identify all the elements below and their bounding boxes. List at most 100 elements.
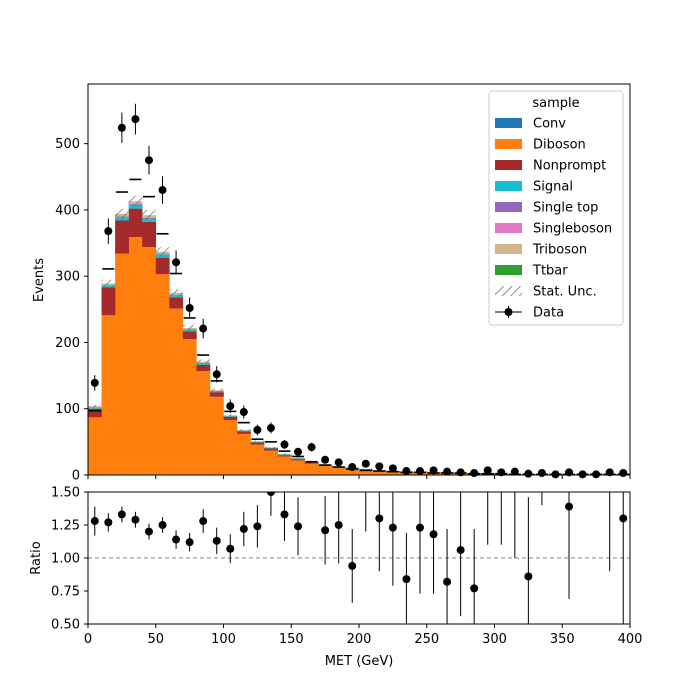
stat-unc-band: [101, 279, 116, 288]
ratio-point: [415, 523, 424, 532]
y-tick-label: 500: [55, 137, 80, 152]
bar-diboson: [291, 460, 306, 475]
bar-nonprompt: [182, 331, 197, 340]
bar-diboson: [331, 467, 346, 475]
bar-diboson: [196, 370, 211, 475]
legend-label: Diboson: [533, 138, 586, 153]
ratio-point: [144, 527, 153, 536]
bar-nonprompt: [264, 448, 278, 451]
bar-diboson: [359, 470, 373, 475]
ratio-point: [579, 646, 587, 654]
bar-signal: [237, 430, 251, 432]
ratio-point: [294, 522, 303, 531]
bar-diboson: [237, 433, 251, 475]
ratio-point: [280, 510, 289, 519]
data-point: [172, 258, 181, 267]
ratio-point: [402, 575, 411, 584]
ratio-point: [308, 422, 316, 430]
bar-signal: [264, 447, 278, 449]
x-tick-label: 400: [618, 632, 643, 647]
bar-nonprompt: [88, 408, 102, 418]
legend-label: Nonprompt: [533, 159, 606, 174]
legend-label: Conv: [533, 117, 566, 132]
bar-diboson: [209, 396, 224, 475]
y-tick-label: 100: [55, 402, 80, 417]
data-point: [361, 459, 370, 468]
legend-swatch-single-top: [495, 202, 522, 212]
bar-diboson: [142, 247, 157, 475]
data-point: [321, 455, 330, 464]
ratio-point: [375, 514, 384, 523]
x-tick-label: 100: [211, 632, 236, 647]
ratio-point: [212, 536, 221, 545]
legend-label: Data: [533, 306, 564, 321]
ratio-point: [117, 510, 126, 519]
stat-unc-band: [264, 446, 278, 448]
bar-nonprompt: [196, 364, 211, 371]
ratio-point: [443, 577, 452, 586]
ratio-panel: 0.50 0.75 1.00 1.25 1.50 0 50 100 150 200 250 300 35…: [29, 422, 643, 670]
data-point: [199, 324, 208, 333]
bar-nonprompt: [155, 257, 170, 275]
bar-nonprompt: [223, 416, 238, 420]
bar-diboson: [250, 444, 265, 475]
legend-label: Single top: [533, 201, 598, 216]
stat-unc-band: [291, 457, 305, 459]
data-point: [592, 470, 601, 479]
bar-diboson: [182, 339, 197, 475]
bar-diboson: [345, 469, 360, 475]
data-point: [456, 468, 465, 477]
legend-swatch-conv: [495, 118, 522, 128]
x-axis-label: MET (GeV): [325, 654, 394, 669]
legend-title: sample: [532, 96, 579, 111]
ratio-point: [253, 522, 262, 531]
x-tick-label: 0: [84, 632, 92, 647]
ratio-point: [565, 502, 574, 511]
ratio-point: [592, 646, 600, 654]
legend-label: Ttbar: [532, 264, 568, 279]
stat-unc-band: [155, 247, 170, 257]
bar-diboson: [386, 471, 400, 475]
ratio-plot-frame: [87, 491, 631, 625]
data-point: [294, 447, 303, 456]
data-point: [144, 156, 153, 165]
ratio-point: [172, 535, 181, 544]
ratio-point: [388, 523, 397, 532]
x-tick-label: 350: [550, 632, 575, 647]
x-tick-label: 200: [347, 632, 372, 647]
data-point: [348, 463, 357, 472]
ratio-point: [551, 646, 559, 654]
legend-swatch-diboson: [495, 139, 522, 149]
bar-signal: [88, 407, 102, 409]
data-point: [280, 440, 289, 449]
bar-diboson: [264, 450, 278, 475]
ratio-point: [456, 546, 465, 555]
ratio-point: [524, 572, 533, 581]
ratio-point: [199, 517, 208, 526]
ratio-y-axis-label: Ratio: [29, 541, 44, 574]
legend-label: Singleboson: [533, 222, 612, 237]
ratio-point: [362, 475, 370, 483]
data-point: [470, 469, 479, 478]
data-point: [537, 469, 546, 478]
stat-unc-band: [88, 404, 102, 408]
ratio-y-tick-label: 1.50: [51, 486, 80, 501]
ratio-point: [619, 514, 628, 523]
main-panel: 0 100 200 300 400 500 Events: [32, 83, 631, 484]
data-point: [131, 115, 140, 124]
stat-unc-band: [277, 453, 292, 455]
ratio-point: [470, 584, 479, 593]
ratio-y-tick-label: 1.00: [51, 552, 80, 567]
data-point: [90, 378, 99, 387]
stat-unc-band: [237, 429, 251, 431]
ratio-point: [348, 561, 357, 570]
data-point: [158, 186, 167, 195]
legend-swatch-stat-unc: [495, 286, 522, 296]
ratio-point: [538, 462, 546, 470]
data-point: [483, 466, 492, 475]
bar-signal: [291, 458, 306, 460]
data-point: [578, 470, 587, 479]
bar-nonprompt: [128, 208, 143, 238]
data-point: [117, 123, 126, 132]
